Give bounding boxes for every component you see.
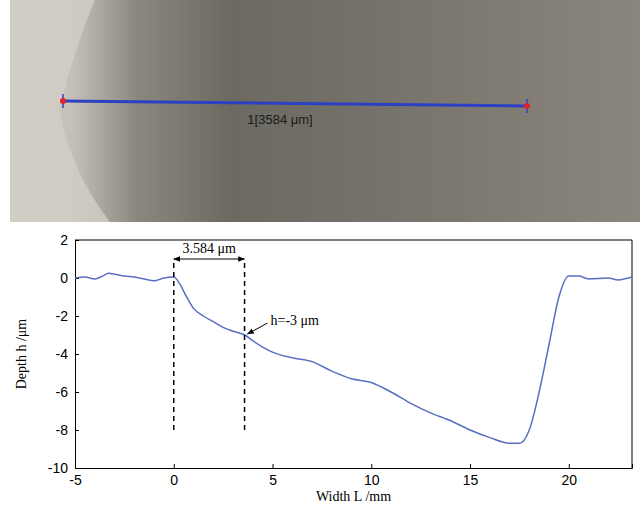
x-tick-mark bbox=[273, 464, 274, 468]
y-tick-label: -6 bbox=[56, 384, 69, 400]
dimension-label: 3.584 μm bbox=[182, 241, 236, 256]
photo-bright-region bbox=[10, 0, 110, 222]
dimension-line bbox=[244, 259, 246, 430]
x-tick: 20 bbox=[562, 464, 578, 488]
y-tick-label: 2 bbox=[60, 232, 68, 248]
point-arrow bbox=[248, 323, 268, 334]
plot-area bbox=[75, 273, 632, 443]
x-tick: 10 bbox=[364, 464, 380, 488]
point-label: h=-3 μm bbox=[271, 313, 320, 328]
y-axis-title: Depth h /μm bbox=[14, 319, 29, 390]
y-tick: -6 bbox=[56, 384, 79, 400]
y-axis: -10 -8 -6 -4 -2 0 2 bbox=[48, 232, 79, 476]
x-tick-label: 20 bbox=[562, 472, 578, 488]
measurement-line bbox=[63, 101, 527, 106]
photo: 1[3584 μm] bbox=[10, 0, 640, 222]
y-axis-line bbox=[76, 241, 80, 469]
x-tick-mark bbox=[371, 464, 372, 468]
x-tick-mark bbox=[569, 464, 570, 468]
y-tick-label: -8 bbox=[56, 422, 69, 438]
photo-surface bbox=[10, 0, 640, 222]
annotations: 3.584 μm h=-3 μm bbox=[174, 241, 319, 430]
dimension-arrow bbox=[174, 259, 245, 260]
x-axis: -5 0 5 10 15 20 bbox=[69, 464, 632, 488]
x-tick-mark bbox=[470, 464, 471, 468]
plot-frame bbox=[75, 240, 632, 468]
x-tick-label: 0 bbox=[170, 472, 178, 488]
y-tick-mark bbox=[75, 468, 79, 469]
x-axis-title: Width L /mm bbox=[316, 489, 391, 504]
measurement-point bbox=[524, 103, 530, 109]
y-tick: -2 bbox=[56, 308, 79, 324]
dimension-line bbox=[173, 259, 175, 430]
y-tick: 2 bbox=[60, 232, 79, 248]
y-tick: -4 bbox=[56, 346, 79, 362]
y-tick: -8 bbox=[56, 422, 79, 438]
x-tick: 0 bbox=[170, 464, 178, 488]
y-tick-label: 0 bbox=[60, 270, 68, 286]
y-tick-mark bbox=[75, 316, 79, 317]
x-tick-label: 5 bbox=[269, 472, 277, 488]
y-tick-label: -2 bbox=[56, 308, 69, 324]
canvas: 1[3584 μm] -5 0 5 10 15 20 -10 -8 -6 -4 -2 0 2 Width L… bbox=[0, 0, 640, 507]
x-tick-mark bbox=[174, 464, 175, 468]
x-tick-label: 15 bbox=[463, 472, 479, 488]
y-tick-mark bbox=[75, 354, 79, 355]
x-tick: 15 bbox=[463, 464, 479, 488]
x-tick-label: -5 bbox=[69, 472, 82, 488]
y-tick-mark bbox=[75, 240, 79, 241]
y-tick-label: -4 bbox=[56, 346, 69, 362]
y-tick-mark bbox=[75, 392, 79, 393]
measurement-point bbox=[60, 98, 66, 104]
y-tick-mark bbox=[75, 430, 79, 431]
measurement-label: 1[3584 μm] bbox=[247, 112, 312, 127]
x-tick: 5 bbox=[269, 464, 277, 488]
y-tick-label: -10 bbox=[48, 460, 68, 476]
x-tick-label: 10 bbox=[364, 472, 380, 488]
x-axis-line bbox=[76, 464, 633, 469]
y-tick: -10 bbox=[48, 460, 79, 476]
depth-line bbox=[75, 273, 632, 443]
